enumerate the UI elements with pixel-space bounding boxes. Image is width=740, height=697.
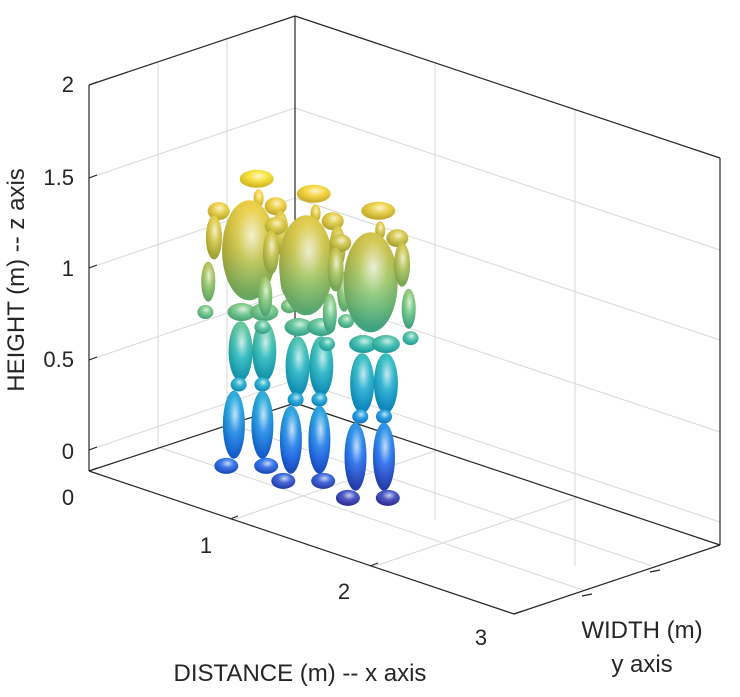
x-tick-label: 2 — [338, 579, 350, 604]
figure-knee-left-shading — [230, 377, 247, 392]
figure-head-shading — [239, 169, 274, 188]
z-tick-label: 1 — [62, 256, 74, 281]
x-tick-label: 1 — [200, 533, 212, 558]
figure-shoulder-right-shading — [386, 229, 409, 248]
figure-foot-right-shading — [254, 457, 279, 474]
z-tick-label: 0 — [62, 439, 74, 464]
walking-figures — [197, 169, 419, 506]
figure-thigh-left-shading — [228, 321, 253, 382]
z-tick-label: 1.5 — [43, 165, 74, 190]
figure-forearm-right-shading — [401, 288, 416, 329]
figure-torso-shading — [343, 232, 398, 333]
walking-figure-1 — [197, 169, 297, 474]
figure-forearm-left-shading — [322, 293, 337, 334]
figure-shoulder-left-shading — [264, 217, 287, 236]
figure-shin-right-shading — [251, 390, 274, 459]
figure-head-shading — [361, 201, 396, 220]
figure-foot-right-shading — [311, 472, 336, 489]
figure-thigh-right-shading — [309, 336, 334, 397]
grid-lines — [88, 39, 721, 591]
figure-upper-arm-left-shading — [327, 247, 344, 292]
figure-thigh-right-shading — [373, 353, 398, 414]
figure-hand-right-shading — [402, 331, 419, 346]
figure-knee-right-shading — [311, 392, 328, 407]
figure-foot-left-shading — [335, 489, 360, 506]
x-tick-label: 3 — [475, 625, 487, 650]
walking-figure-3 — [319, 201, 419, 506]
y-axis-label-line1: WIDTH (m) — [581, 617, 702, 644]
figure-upper-arm-left-shading — [205, 215, 222, 260]
figure-torso-shading — [279, 215, 334, 316]
figure-hand-left-shading — [254, 320, 271, 335]
figure-shoulder-right-shading — [321, 212, 344, 231]
z-tick-label: 0.5 — [43, 347, 74, 372]
figure-shin-right-shading — [308, 405, 331, 474]
figure-knee-right-shading — [376, 409, 392, 424]
figure-thigh-left-shading — [285, 336, 310, 397]
figure-hand-left-shading — [319, 337, 335, 352]
figure-torso-shading — [222, 200, 277, 301]
figure-shin-left-shading — [279, 405, 302, 474]
x-axis-label: DISTANCE (m) -- x axis — [174, 660, 427, 687]
z-axis-label: HEIGHT (m) -- z axis — [3, 168, 30, 392]
y-axis-label-line2: y axis — [611, 651, 672, 678]
figure-knee-right-shading — [254, 377, 271, 392]
figure-shin-right-shading — [373, 422, 395, 491]
figure-foot-left-shading — [214, 457, 239, 474]
figure-foot-left-shading — [271, 472, 296, 489]
figure-hip-left-shading — [349, 335, 378, 354]
figure-foot-right-shading — [375, 489, 400, 506]
figure-upper-arm-right-shading — [394, 242, 411, 287]
figure-hand-left-shading — [197, 305, 214, 320]
figure-hip-left-shading — [227, 303, 256, 322]
tick-marks — [88, 81, 661, 615]
figure-forearm-left-shading — [258, 276, 273, 317]
figure-thigh-right-shading — [252, 321, 277, 382]
figure-hip-right-shading — [371, 335, 400, 354]
figure-shoulder-left-shading — [207, 202, 230, 221]
z-tick-labels: 2 1.5 1 0.5 0 — [43, 72, 74, 464]
figure-shin-left-shading — [222, 390, 245, 459]
figure-forearm-left-shading — [201, 261, 216, 302]
figure-upper-arm-left-shading — [262, 230, 279, 275]
figure-head-shading — [296, 184, 331, 203]
figure-shoulder-left-shading — [329, 234, 352, 253]
figure-shoulder-right-shading — [264, 197, 287, 216]
figure-thigh-left-shading — [350, 353, 375, 414]
figure-shin-left-shading — [344, 422, 367, 491]
figure-knee-left-shading — [352, 409, 369, 424]
x-tick-label: 0 — [62, 485, 74, 510]
x-tick-labels: 0 1 2 3 — [62, 485, 487, 650]
figure-hand-right-shading — [338, 314, 354, 329]
figure-knee-left-shading — [287, 392, 304, 407]
figure-hip-left-shading — [284, 318, 313, 337]
z-tick-label: 2 — [62, 72, 74, 97]
